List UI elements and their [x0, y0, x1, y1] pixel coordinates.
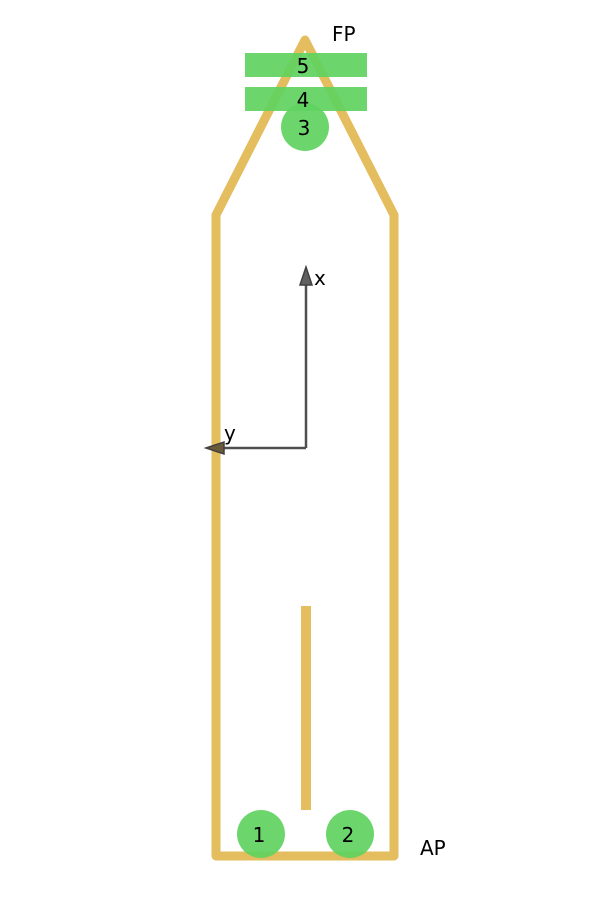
fp-label: FP [332, 22, 356, 46]
thruster-5-label: 5 [297, 54, 310, 78]
thruster-5-tunnel [245, 53, 367, 77]
thruster-3-label: 3 [298, 116, 311, 140]
x-axis-label: x [314, 266, 326, 290]
thruster-1-label: 1 [253, 823, 266, 847]
thruster-4-label: 4 [297, 88, 310, 112]
thruster-2-azimuth [326, 810, 374, 858]
y-axis-arrowhead [203, 440, 225, 456]
y-axis-label: y [224, 421, 236, 445]
ap-label: AP [420, 836, 446, 860]
x-axis-arrowhead [298, 264, 314, 286]
thruster-1-azimuth [237, 810, 285, 858]
thruster-2-label: 2 [342, 823, 355, 847]
hull-outline [211, 35, 399, 861]
thruster-3-azimuth [281, 103, 329, 151]
